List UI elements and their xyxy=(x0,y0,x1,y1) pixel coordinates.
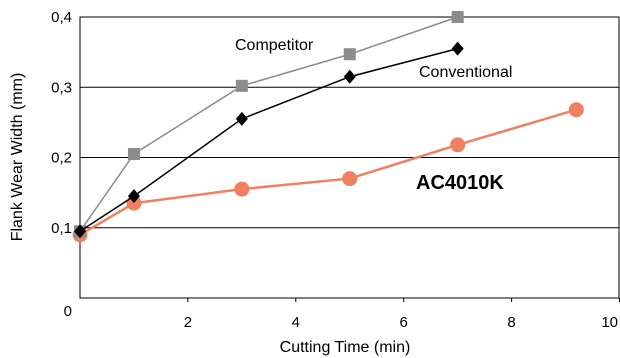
y-axis-ticks: 0,1 0,2 0,3 0,4 xyxy=(51,9,72,237)
y-tick-label: 0,4 xyxy=(51,9,72,26)
data-point-diamond xyxy=(343,69,356,84)
x-tick-label: 6 xyxy=(400,314,408,331)
data-point-diamond xyxy=(451,41,464,56)
data-point-square xyxy=(127,147,140,160)
data-point-circle xyxy=(450,137,466,153)
y-axis-title: Flank Wear Width (mm) xyxy=(9,73,26,242)
x-axis-ticks: 2 4 6 8 10 xyxy=(184,298,620,331)
origin-tick-label: 0 xyxy=(64,303,72,320)
series-ac4010k xyxy=(72,102,584,243)
series-conventional xyxy=(74,41,464,239)
data-point-circle xyxy=(342,171,358,187)
y-tick-label: 0,2 xyxy=(51,150,72,167)
plot-area-frame xyxy=(79,16,620,299)
series-label-ac4010k: AC4010K xyxy=(416,172,504,194)
x-axis-title: Cutting Time (min) xyxy=(280,339,411,356)
data-point-circle xyxy=(234,181,250,197)
data-point-square xyxy=(343,48,356,61)
x-tick-label: 2 xyxy=(184,314,192,331)
x-tick-label: 10 xyxy=(601,314,618,331)
data-point-square xyxy=(451,11,464,23)
data-point-diamond xyxy=(127,189,140,204)
data-point-square xyxy=(235,79,248,92)
series-layer xyxy=(72,11,584,243)
x-tick-label: 4 xyxy=(292,314,300,331)
series-line xyxy=(79,108,577,236)
y-tick-label: 0,1 xyxy=(51,220,72,237)
x-tick-label: 8 xyxy=(507,314,515,331)
data-point-circle xyxy=(568,102,584,118)
y-tick-label: 0,3 xyxy=(51,79,72,96)
series-label-competitor: Competitor xyxy=(235,37,314,54)
series-label-conventional: Conventional xyxy=(419,64,512,81)
data-point-diamond xyxy=(74,224,86,239)
data-point-diamond xyxy=(235,111,248,126)
